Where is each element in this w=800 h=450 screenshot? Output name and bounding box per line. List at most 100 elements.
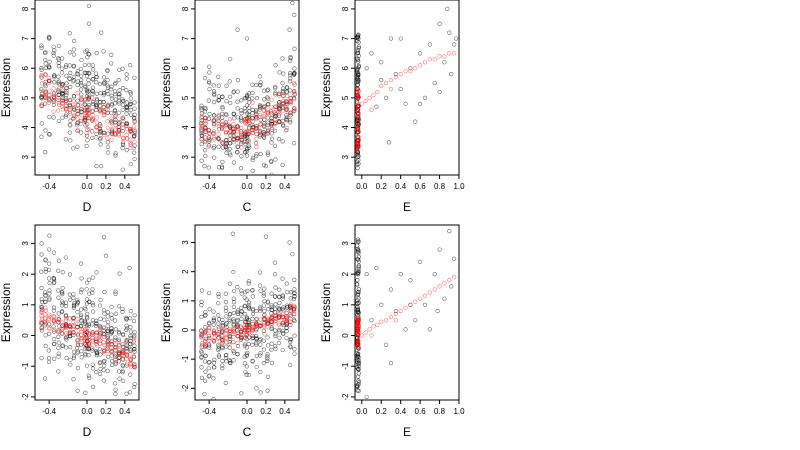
observed-point xyxy=(43,61,48,66)
observed-point xyxy=(47,114,52,120)
observed-point xyxy=(257,103,263,108)
observed-point xyxy=(117,92,122,97)
observed-point xyxy=(203,369,208,374)
fitted-point xyxy=(288,110,293,115)
observed-point xyxy=(272,272,278,277)
fitted-point xyxy=(231,127,236,132)
observed-point xyxy=(109,87,114,92)
observed-point xyxy=(82,83,87,88)
observed-point xyxy=(216,165,221,170)
observed-point xyxy=(97,81,103,87)
observed-point xyxy=(216,127,222,132)
observed-point xyxy=(224,150,229,155)
observed-point xyxy=(132,143,137,148)
observed-point xyxy=(102,358,107,364)
fitted-point xyxy=(79,105,84,110)
observed-point xyxy=(102,332,107,337)
observed-point xyxy=(291,296,297,302)
observed-point xyxy=(56,351,61,356)
observed-point xyxy=(269,123,274,128)
observed-point xyxy=(258,370,263,375)
observed-point xyxy=(355,350,360,356)
observed-point xyxy=(250,336,255,341)
observed-point xyxy=(83,353,88,358)
fitted-point xyxy=(71,99,76,104)
fitted-point xyxy=(47,79,52,84)
observed-point xyxy=(216,291,221,297)
observed-point xyxy=(280,86,286,91)
fitted-point xyxy=(375,89,380,95)
observed-point xyxy=(239,291,244,296)
observed-point xyxy=(105,89,110,94)
observed-point xyxy=(132,330,137,335)
observed-point xyxy=(239,309,244,314)
observed-point xyxy=(101,93,106,98)
observed-point xyxy=(132,349,137,354)
observed-point xyxy=(94,369,99,375)
observed-point xyxy=(99,164,104,169)
fitted-point xyxy=(250,100,255,105)
fitted-point xyxy=(273,110,278,115)
observed-point xyxy=(86,3,91,9)
fitted-point xyxy=(94,333,99,338)
observed-point xyxy=(97,323,103,329)
observed-point xyxy=(94,349,99,354)
observed-point xyxy=(355,51,360,56)
observed-point xyxy=(82,318,87,323)
observed-point xyxy=(254,152,259,157)
observed-point xyxy=(75,309,80,315)
observed-point xyxy=(124,104,129,109)
observed-point xyxy=(124,72,129,77)
observed-point xyxy=(109,304,114,309)
fitted-point xyxy=(109,131,115,136)
observed-point xyxy=(356,40,361,45)
fitted-point xyxy=(75,103,80,108)
observed-point xyxy=(43,72,48,77)
observed-point xyxy=(355,237,361,242)
observed-point xyxy=(117,101,122,106)
observed-point xyxy=(356,287,361,292)
observed-point xyxy=(116,99,121,104)
y-tick-label: -2 xyxy=(181,384,190,392)
fitted-point xyxy=(231,327,236,332)
fitted-point xyxy=(269,125,274,131)
observed-point xyxy=(250,90,255,96)
observed-point xyxy=(56,258,62,263)
fitted-point xyxy=(231,331,236,337)
observed-point xyxy=(124,391,129,396)
fitted-point xyxy=(356,108,361,113)
fitted-point xyxy=(121,139,126,145)
observed-point xyxy=(257,338,262,343)
observed-point xyxy=(422,95,428,100)
observed-point xyxy=(277,300,282,306)
observed-point xyxy=(68,84,73,89)
fitted-point xyxy=(39,310,44,315)
observed-point xyxy=(244,364,249,369)
observed-point xyxy=(39,241,44,246)
observed-point xyxy=(121,378,126,383)
observed-point xyxy=(262,88,267,93)
observed-point xyxy=(269,291,274,296)
fitted-point xyxy=(64,106,69,111)
observed-point xyxy=(281,123,286,129)
fitted-point xyxy=(262,132,267,137)
observed-point xyxy=(199,121,204,126)
fitted-point xyxy=(223,124,229,129)
observed-point xyxy=(235,27,240,32)
observed-point xyxy=(101,49,106,54)
observed-point xyxy=(127,390,133,395)
fitted-point xyxy=(63,98,68,104)
observed-point xyxy=(219,164,225,169)
fitted-point xyxy=(447,51,452,56)
observed-point xyxy=(224,314,229,319)
observed-point xyxy=(265,335,270,340)
observed-point xyxy=(86,51,91,57)
observed-point xyxy=(116,78,121,83)
observed-point xyxy=(291,306,297,311)
observed-point xyxy=(207,70,212,75)
fitted-point xyxy=(223,143,228,148)
observed-point xyxy=(227,151,232,156)
observed-point xyxy=(203,353,208,359)
observed-point xyxy=(356,259,361,264)
